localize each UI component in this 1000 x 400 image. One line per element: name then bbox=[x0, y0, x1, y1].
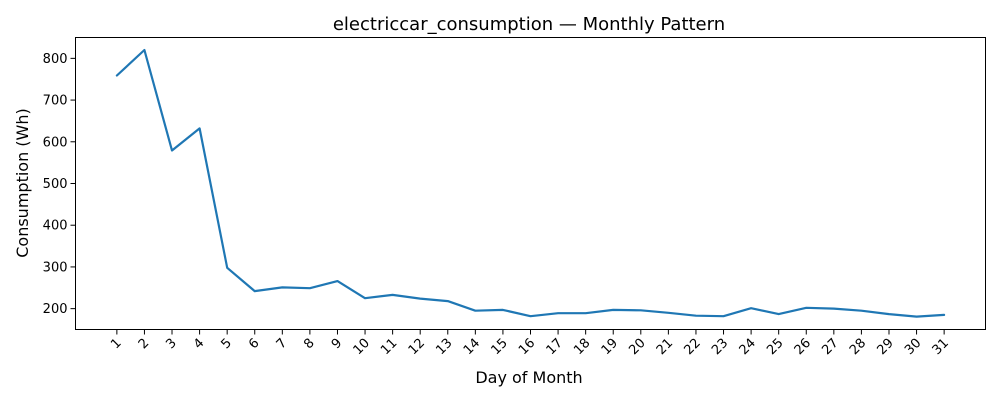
y-tick-label: 600 bbox=[43, 135, 68, 150]
x-tick-label: 21 bbox=[654, 336, 676, 358]
x-tick-label: 5 bbox=[219, 336, 235, 352]
x-tick-label: 20 bbox=[626, 336, 648, 358]
x-tick-label: 4 bbox=[191, 336, 207, 352]
x-tick-label: 31 bbox=[930, 336, 952, 358]
y-tick-label: 700 bbox=[43, 94, 68, 109]
x-tick-label: 12 bbox=[406, 336, 428, 358]
plot-frame bbox=[75, 37, 986, 330]
x-tick-label: 1 bbox=[108, 336, 124, 352]
x-tick-label: 6 bbox=[246, 336, 262, 352]
y-axis-label: Consumption (Wh) bbox=[13, 108, 32, 258]
plot-area bbox=[115, 48, 946, 318]
y-tick-label: 800 bbox=[43, 52, 68, 67]
x-tick-label: 15 bbox=[488, 336, 510, 358]
x-axis-label: Day of Month bbox=[475, 368, 582, 387]
x-tick-label: 2 bbox=[136, 336, 152, 352]
x-tick-label: 18 bbox=[571, 336, 593, 358]
x-tick-label: 22 bbox=[681, 336, 703, 358]
x-tick-label: 30 bbox=[902, 336, 924, 358]
x-tick-label: 25 bbox=[764, 336, 786, 358]
series-line bbox=[115, 48, 946, 318]
x-tick-label: 11 bbox=[378, 336, 400, 358]
y-tick-label: 400 bbox=[43, 219, 68, 234]
x-tick-label: 19 bbox=[599, 336, 621, 358]
x-tick-label: 14 bbox=[461, 336, 483, 358]
x-tick-label: 7 bbox=[274, 336, 290, 352]
y-tick-label: 200 bbox=[43, 302, 68, 317]
x-tick-label: 28 bbox=[847, 336, 869, 358]
x-tick-label: 29 bbox=[875, 336, 897, 358]
y-axis: 200 300 400 500 600 700 800 bbox=[43, 52, 76, 317]
x-tick-label: 8 bbox=[301, 336, 317, 352]
x-axis: 1 2 3 4 5 6 7 8 9 10 11 12 13 14 15 16 17 18 19 20 21 22 23 24 2… bbox=[108, 329, 952, 358]
x-tick-label: 23 bbox=[709, 336, 731, 358]
x-tick-label: 13 bbox=[433, 336, 455, 358]
y-tick-label: 500 bbox=[43, 177, 68, 192]
x-tick-label: 17 bbox=[544, 336, 566, 358]
x-tick-label: 9 bbox=[329, 336, 345, 352]
x-tick-label: 16 bbox=[516, 336, 538, 358]
chart-title: electriccar_consumption — Monthly Patter… bbox=[333, 14, 725, 35]
x-tick-label: 26 bbox=[792, 336, 814, 358]
x-tick-label: 24 bbox=[737, 336, 759, 358]
x-tick-label: 10 bbox=[351, 336, 373, 358]
y-tick-label: 300 bbox=[43, 260, 68, 275]
x-tick-label: 3 bbox=[163, 336, 179, 352]
x-tick-label: 27 bbox=[819, 336, 841, 358]
